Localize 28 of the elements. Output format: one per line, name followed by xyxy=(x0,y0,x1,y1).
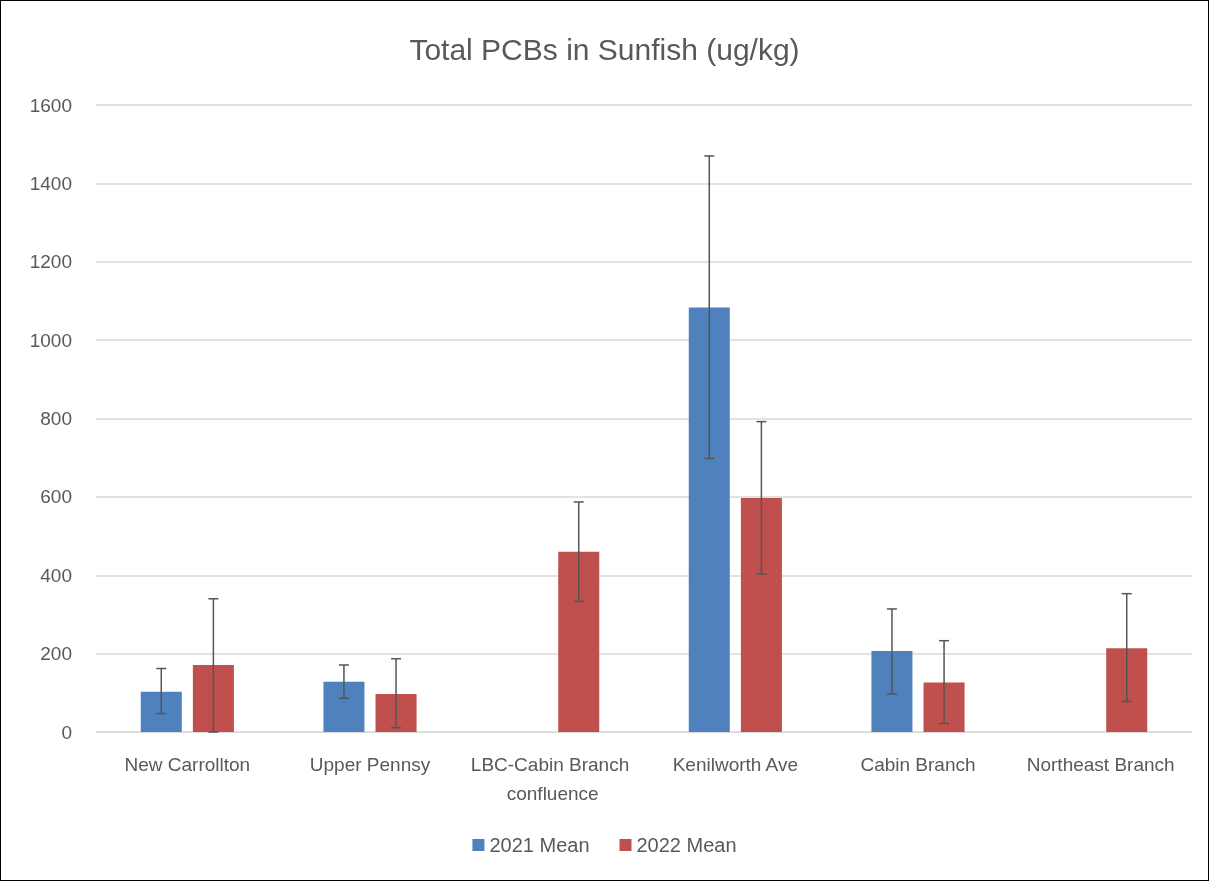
bar xyxy=(558,551,600,732)
bar xyxy=(140,691,182,732)
x-tick-label: New Carrollton xyxy=(124,754,251,775)
bar xyxy=(1106,648,1148,732)
bar xyxy=(192,664,234,732)
y-tick-label: 200 xyxy=(40,643,72,665)
chart-title: Total PCBs in Sunfish (ug/kg) xyxy=(409,32,800,66)
bar xyxy=(740,498,782,732)
y-tick-label: 400 xyxy=(40,564,72,586)
bar xyxy=(871,650,913,732)
legend-label: 2022 Mean xyxy=(636,834,737,856)
legend-label: 2021 Mean xyxy=(489,834,590,856)
y-tick-label: 800 xyxy=(40,408,72,429)
x-tick-label: Cabin Branch xyxy=(860,754,976,775)
bar xyxy=(323,681,365,732)
bar xyxy=(375,693,417,732)
y-tick-label: 1200 xyxy=(29,251,72,273)
x-tick-label: Kenilworth Ave xyxy=(672,754,799,775)
x-tick-label: Upper Pennsy xyxy=(309,754,431,775)
y-tick-label: 1600 xyxy=(29,94,72,116)
y-tick-label: 0 xyxy=(61,721,72,743)
bar xyxy=(688,307,730,732)
y-tick-label: 600 xyxy=(40,486,72,508)
y-tick-label: 1000 xyxy=(29,329,72,351)
x-tick-label: LBC-Cabin Branch confluence xyxy=(470,754,635,804)
y-tick-label: 1400 xyxy=(29,172,72,194)
x-tick-label: Northeast Branch xyxy=(1026,754,1175,775)
bar xyxy=(923,682,965,732)
